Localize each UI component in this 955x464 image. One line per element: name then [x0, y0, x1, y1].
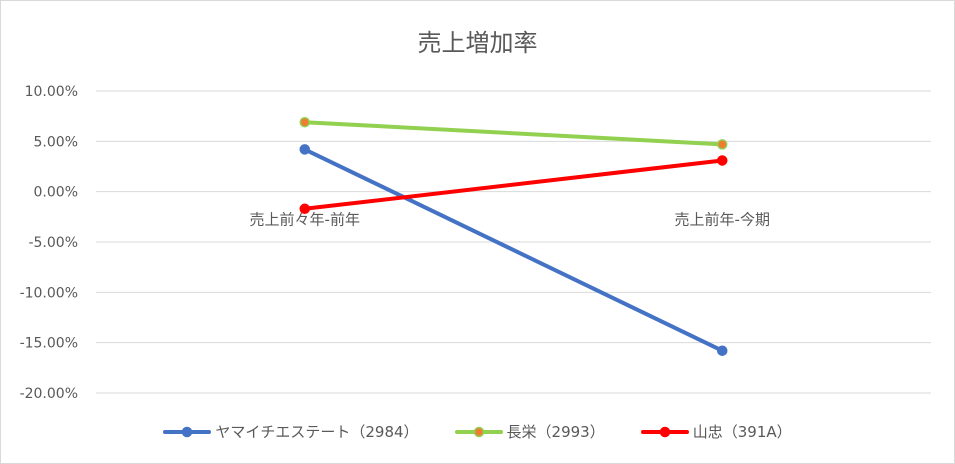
y-tick-label: -5.00%	[28, 235, 78, 251]
data-point	[299, 144, 310, 155]
y-tick-label: -10.00%	[20, 285, 78, 301]
legend: ヤマイチエステート（2984） 長栄（2993） 山忠（391A）	[1, 421, 954, 442]
data-point	[717, 345, 728, 356]
legend-item-2: 長栄（2993）	[454, 421, 605, 442]
series-lines	[299, 116, 728, 356]
legend-label: 山忠（391A）	[692, 423, 792, 441]
y-tick-label: 10.00%	[25, 84, 78, 100]
y-tick-label: -15.00%	[20, 336, 78, 352]
x-tick-label: 売上前年-今期	[675, 211, 770, 229]
data-point	[717, 155, 728, 166]
legend-item-3: 山忠（391A）	[640, 421, 792, 442]
data-point	[299, 203, 310, 215]
gridlines	[96, 90, 931, 394]
legend-label: ヤマイチエステート（2984）	[215, 423, 419, 441]
legend-swatch-icon	[640, 426, 689, 437]
legend-swatch-icon	[163, 426, 212, 437]
series-line-1	[302, 147, 725, 353]
y-axis-ticks: 10.00% 5.00% 0.00% -5.00% -10.00% -15.00% -20.…	[20, 84, 78, 402]
y-tick-label: 5.00%	[34, 134, 78, 150]
data-point	[717, 139, 728, 150]
legend-label: 長栄（2993）	[506, 423, 605, 441]
y-tick-label: -20.00%	[20, 386, 78, 402]
chart-title: 売上増加率	[417, 29, 538, 57]
legend-swatch-icon	[454, 426, 503, 437]
series-line-2	[302, 120, 725, 147]
data-point	[299, 116, 310, 128]
legend-item-1: ヤマイチエステート（2984）	[163, 421, 419, 442]
x-tick-label: 売上前々年-前年	[250, 211, 360, 229]
y-tick-label: 0.00%	[34, 185, 78, 201]
x-axis-labels: 売上前々年-前年 売上前年-今期	[250, 211, 770, 229]
series-line-3	[302, 158, 725, 211]
